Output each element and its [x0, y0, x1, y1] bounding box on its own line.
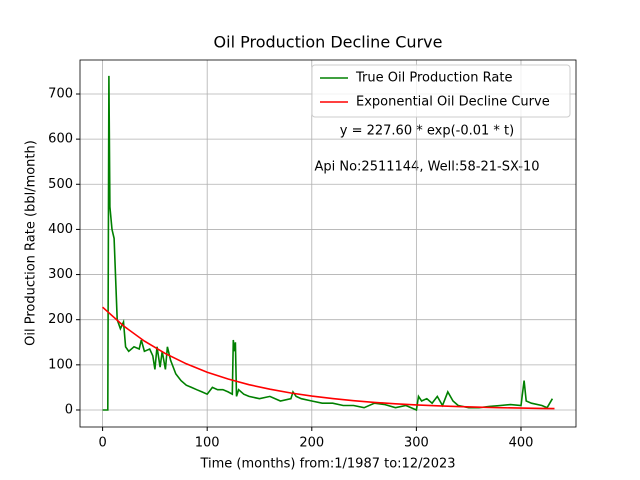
x-tick-label: 200: [299, 436, 324, 451]
y-tick-label: 400: [48, 222, 73, 237]
well-info: Api No:2511144, Well:58-21-SX-10: [314, 160, 539, 175]
y-tick-label: 200: [48, 312, 73, 327]
legend-label: Exponential Oil Decline Curve: [356, 95, 550, 110]
y-tick-label: 100: [48, 357, 73, 372]
y-tick-label: 500: [48, 177, 73, 192]
legend-label: True Oil Production Rate: [355, 71, 512, 86]
plot-frame: [79, 59, 577, 428]
x-tick-label: 400: [509, 436, 534, 451]
series-line: [102, 75, 554, 412]
y-tick-label: 600: [48, 132, 73, 147]
y-axis-label: Oil Production Rate (bbl/month): [24, 140, 39, 346]
chart-title: Oil Production Decline Curve: [214, 33, 443, 52]
x-tick-label: 300: [404, 436, 429, 451]
equation: y = 227.60 * exp(-0.01 * t): [340, 124, 514, 139]
series-line: [102, 306, 555, 410]
x-axis-label: Time (months) from:1/1987 to:12/2023: [199, 457, 455, 472]
legend-box: [311, 64, 571, 118]
y-tick-label: 300: [48, 267, 73, 282]
x-tick-label: 100: [195, 436, 220, 451]
y-tick-label: 700: [48, 86, 73, 101]
x-tick-label: 0: [98, 436, 106, 451]
y-tick-label: 0: [65, 402, 73, 417]
